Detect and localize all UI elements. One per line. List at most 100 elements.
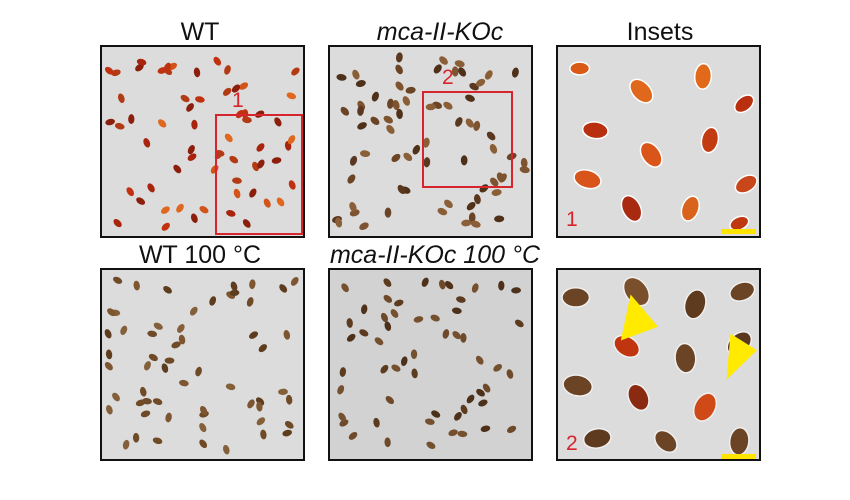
seed [283, 330, 291, 340]
seed [694, 62, 713, 90]
seed [111, 69, 121, 77]
seed [371, 91, 379, 102]
seed [104, 361, 113, 371]
seed [461, 219, 472, 227]
seed [348, 431, 358, 440]
seed [395, 64, 403, 75]
seed [147, 330, 158, 338]
seeds-inset-2 [561, 276, 757, 456]
seed [692, 392, 718, 422]
seed [478, 399, 488, 407]
seed [249, 279, 256, 290]
seed [199, 205, 209, 214]
seed [569, 61, 591, 76]
seed [476, 388, 485, 397]
seed [163, 285, 172, 294]
seed [229, 155, 239, 164]
seed [143, 138, 151, 148]
seed [460, 404, 468, 415]
seed [491, 189, 502, 196]
inset-box-1 [215, 114, 303, 235]
seed [112, 392, 120, 402]
seed [247, 399, 255, 409]
seed [396, 108, 403, 120]
seed [291, 67, 300, 76]
seed [186, 103, 194, 112]
inset-box-2-label: 2 [442, 66, 454, 89]
seed [286, 92, 297, 100]
seed [484, 70, 493, 80]
seed [390, 309, 399, 318]
seed [391, 364, 401, 372]
seed [519, 166, 530, 174]
seed [246, 297, 254, 307]
scale-bar-1 [721, 229, 756, 234]
seed [460, 155, 468, 166]
seed [403, 152, 413, 162]
seed [439, 56, 448, 65]
seed [158, 119, 167, 128]
seed [144, 361, 151, 371]
scale-bar-2 [721, 454, 756, 459]
seed [271, 157, 282, 164]
seed [161, 222, 170, 231]
seed [349, 155, 358, 166]
seed [700, 126, 720, 154]
seed [468, 212, 476, 223]
seed [133, 280, 140, 291]
panel-mca-ii-koc-100c [328, 268, 533, 461]
seed [380, 364, 389, 374]
seed [242, 219, 251, 228]
seed [385, 396, 395, 405]
label-mca-ii-koc-100c: mca-II-KOc 100 °C [329, 241, 541, 269]
seed [233, 188, 241, 199]
seed [734, 174, 758, 194]
seed [421, 277, 429, 287]
seed [383, 294, 393, 303]
seed [496, 172, 505, 183]
seed [105, 118, 115, 126]
seed [231, 84, 241, 93]
seed [340, 106, 350, 116]
seed [370, 116, 380, 125]
seed [224, 65, 231, 75]
seed [352, 69, 360, 80]
seed [336, 73, 347, 81]
seed [455, 117, 463, 127]
seed [163, 62, 171, 72]
seed [256, 401, 263, 412]
seed [674, 342, 697, 374]
seed [176, 203, 184, 213]
seed [561, 287, 591, 308]
seed [249, 331, 258, 339]
seed [107, 308, 116, 317]
seed [355, 80, 366, 88]
inset-box-2 [422, 91, 513, 188]
seed [178, 334, 186, 345]
panel-wt-100c [100, 268, 305, 461]
seeds-wt-100c [104, 276, 299, 455]
panel-inset-1: 1 [556, 45, 761, 238]
seed [278, 388, 288, 395]
seed [627, 383, 650, 412]
seed [339, 419, 349, 427]
seed [683, 289, 707, 320]
seed [412, 144, 421, 155]
seed [573, 169, 602, 190]
seed [260, 429, 267, 440]
seed [114, 122, 125, 130]
seed [161, 363, 169, 373]
seed [117, 93, 125, 103]
seed [147, 183, 155, 193]
seed [423, 157, 431, 168]
seed [199, 422, 207, 433]
label-mca-ii-koc: mca-II-KOc [376, 18, 504, 46]
seed [511, 287, 521, 294]
seed [224, 133, 233, 143]
seed [225, 383, 236, 391]
seed [339, 367, 347, 377]
seed [360, 150, 371, 157]
seed [120, 325, 128, 335]
seed [359, 222, 369, 230]
seed [113, 276, 123, 284]
